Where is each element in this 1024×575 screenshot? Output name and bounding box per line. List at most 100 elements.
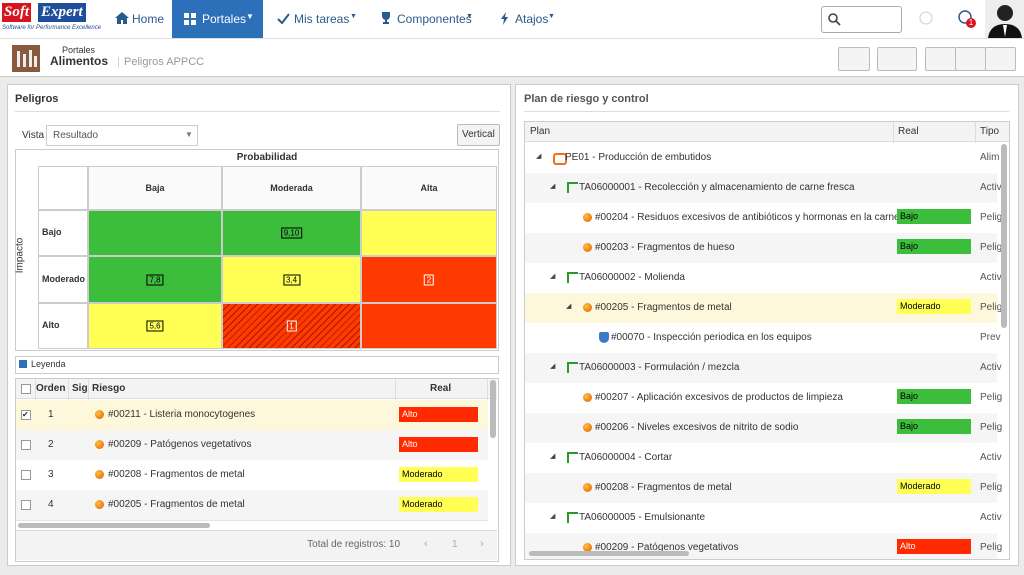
scrollbar[interactable] xyxy=(18,523,210,528)
matrix-cell[interactable]: 3,4 xyxy=(222,256,361,303)
real-badge: Alto xyxy=(897,539,971,554)
divider xyxy=(15,111,500,112)
collapse-button[interactable] xyxy=(985,47,1016,71)
orden: 2 xyxy=(48,439,54,450)
row-checkbox[interactable] xyxy=(21,440,31,450)
matrix-cell[interactable] xyxy=(361,303,497,349)
matrix-col-label: Alta xyxy=(420,183,438,193)
orden: 4 xyxy=(48,499,54,510)
caret: ▼ xyxy=(466,13,473,20)
matrix-row-header xyxy=(38,210,88,256)
column-header[interactable]: Riesgo xyxy=(92,383,126,394)
orden: 3 xyxy=(48,469,54,480)
expander[interactable]: ◢ xyxy=(550,513,556,520)
settings-button[interactable] xyxy=(877,47,917,71)
row-checkbox[interactable] xyxy=(21,470,31,480)
expander[interactable]: ◢ xyxy=(536,153,542,160)
column-header[interactable]: Orden xyxy=(36,383,66,394)
real-badge: Moderado xyxy=(897,479,971,494)
tipo: Pelig xyxy=(980,392,1003,403)
matrix-col-header xyxy=(361,166,497,210)
vista-select[interactable]: Resultado ▼ xyxy=(46,125,198,146)
table-row[interactable]: 3 #00208 - Fragmentos de metal Moderado xyxy=(16,460,488,491)
matrix-cell[interactable]: 5,6 xyxy=(88,303,222,349)
breadcrumb-section[interactable]: Portales xyxy=(62,45,96,55)
nav-item[interactable]: Mis tareas xyxy=(294,12,350,26)
edit-button[interactable] xyxy=(838,47,870,71)
plan-row[interactable]: ◢ #00205 - Fragmentos de metal Moderado Pel… xyxy=(525,293,1002,324)
plan-row[interactable]: #00207 - Aplicación excesivos de product… xyxy=(525,383,1002,414)
column-header[interactable]: Sig xyxy=(72,383,88,394)
panel-title: Plan de riesgo y control xyxy=(524,93,649,105)
plan-row[interactable]: #00208 - Fragmentos de metal Moderado Peli… xyxy=(525,473,1002,504)
expander[interactable]: ◢ xyxy=(550,363,556,370)
matrix-cell[interactable]: 2 xyxy=(361,256,497,303)
expander[interactable]: ◢ xyxy=(566,303,572,310)
plan-row[interactable]: #00070 - Inspección periodica en los equ… xyxy=(525,323,1001,354)
avatar[interactable] xyxy=(985,0,1024,38)
matrix-cell[interactable] xyxy=(88,210,222,256)
caret: ▼ xyxy=(548,13,555,20)
plan-row[interactable]: ◢ TA06000002 - Molienda Activ xyxy=(525,263,1002,294)
matrix-cell[interactable] xyxy=(361,210,497,256)
expander[interactable]: ◢ xyxy=(550,453,556,460)
scrollbar[interactable] xyxy=(1001,144,1007,328)
nav-active-bg xyxy=(172,0,263,38)
tipo: Activ xyxy=(980,512,1002,523)
risk-icon xyxy=(583,543,592,552)
help-icon[interactable] xyxy=(919,11,933,25)
real-badge: Bajo xyxy=(897,419,971,434)
matrix-row-header xyxy=(38,256,88,303)
legend-box[interactable]: Leyenda xyxy=(15,356,499,374)
check-icon xyxy=(277,13,290,24)
matrix-cell[interactable]: 1 xyxy=(222,303,361,349)
expander[interactable]: ◢ xyxy=(550,183,556,190)
table-row[interactable]: 2 #00209 - Patógenos vegetativos Alto xyxy=(16,430,488,461)
tipo: Pelig xyxy=(980,422,1003,433)
column-header[interactable]: Real xyxy=(430,383,452,394)
column-header[interactable]: Real xyxy=(898,126,919,137)
info-button[interactable] xyxy=(955,47,986,71)
table-row[interactable]: 4 #00205 - Fragmentos de metal Moderado xyxy=(16,490,488,521)
alert-icon[interactable] xyxy=(958,10,974,26)
table-row[interactable]: ✔ 1 #00211 - Listeria monocytogenes Alto xyxy=(16,400,488,431)
search-box[interactable] xyxy=(821,6,902,33)
legend-toggle[interactable] xyxy=(19,360,27,368)
vertical-button[interactable]: Vertical xyxy=(457,124,500,146)
column-header[interactable]: Tipo xyxy=(980,126,1000,137)
plan-row[interactable]: ◢ TA06000003 - Formulación / mezcla Activ xyxy=(525,353,1002,384)
row-checkbox[interactable] xyxy=(21,500,31,510)
next-page[interactable]: › xyxy=(480,538,484,550)
plan-row[interactable]: ◢ TA06000001 - Recolección y almacenamien… xyxy=(525,173,1002,204)
plan-row[interactable]: #00203 - Fragmentos de hueso Bajo Pelig xyxy=(525,233,1002,264)
scrollbar[interactable] xyxy=(529,551,689,556)
tipo: Pelig xyxy=(980,542,1003,553)
plan-row[interactable]: ◢ TA06000004 - Cortar Activ xyxy=(525,443,1002,474)
plan-row[interactable]: #00206 - Niveles excesivos de nitrito de… xyxy=(525,413,1002,444)
nav-item[interactable]: Componentes xyxy=(397,12,472,26)
prev-page[interactable]: ‹ xyxy=(424,538,428,550)
plan-row[interactable]: ◢ TA06000005 - Emulsionante Activ xyxy=(525,503,1002,534)
nav-item[interactable]: Home xyxy=(132,12,165,26)
matrix-row-label: Bajo xyxy=(42,227,62,237)
logo[interactable]: Soft Expert Software for Performance Exc… xyxy=(2,3,101,35)
risk-icon xyxy=(583,423,592,432)
nav-item[interactable]: Portales xyxy=(202,12,247,26)
riesgo: #00208 - Fragmentos de metal xyxy=(108,469,245,480)
row-checkbox[interactable]: ✔ xyxy=(21,410,31,420)
page-number[interactable]: 1 xyxy=(452,539,458,550)
table-header xyxy=(16,379,497,399)
matrix-cell[interactable]: 7,8 xyxy=(88,256,222,303)
plan-row[interactable]: ◢ PE01 - Producción de embutidos Alim xyxy=(525,143,999,174)
home-icon xyxy=(115,12,129,24)
expander[interactable]: ◢ xyxy=(550,273,556,280)
matrix-cell[interactable]: 9,10 xyxy=(222,210,361,256)
page-title: Alimentos xyxy=(50,54,109,68)
nav-item[interactable]: Atajos xyxy=(515,12,549,26)
column-header[interactable]: Plan xyxy=(530,126,551,137)
portal-icon xyxy=(12,45,40,72)
plan-row[interactable]: #00204 - Residuos excesivos de antibióti… xyxy=(525,203,1002,234)
filter-button[interactable] xyxy=(925,47,956,71)
scrollbar[interactable] xyxy=(490,380,496,438)
header-checkbox[interactable] xyxy=(21,384,31,394)
